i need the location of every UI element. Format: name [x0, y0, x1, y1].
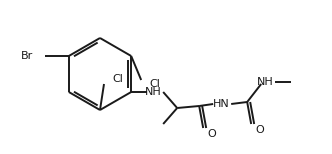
Text: Cl: Cl [112, 74, 123, 84]
Text: Cl: Cl [149, 79, 160, 89]
Text: NH: NH [145, 87, 162, 97]
Text: NH: NH [257, 77, 274, 87]
Text: O: O [207, 129, 216, 139]
Text: HN: HN [213, 99, 229, 109]
Text: O: O [255, 125, 264, 135]
Text: Br: Br [21, 51, 33, 61]
